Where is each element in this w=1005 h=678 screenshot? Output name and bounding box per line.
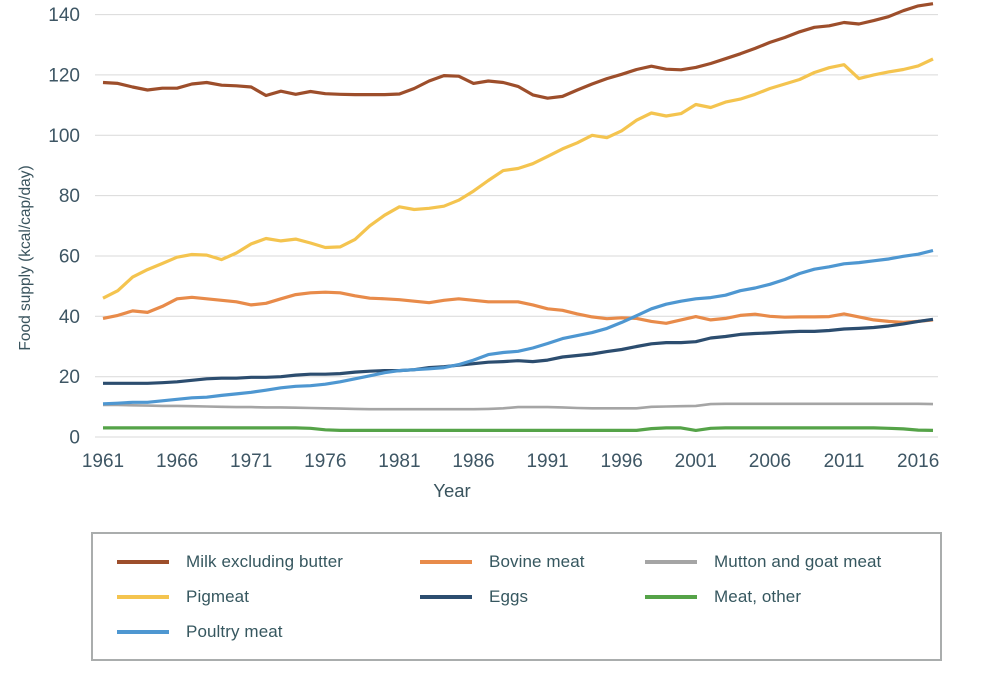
legend-label: Eggs — [489, 586, 529, 606]
y-tick-label: 60 — [59, 247, 80, 268]
y-tick-label: 80 — [59, 186, 80, 207]
series-line-poultry-meat — [102, 248, 934, 406]
x-tick-label: 1996 — [601, 451, 643, 472]
y-tick-label: 40 — [59, 307, 80, 328]
legend-item: Poultry meat — [117, 621, 343, 642]
x-tick-label: 2011 — [824, 451, 865, 472]
line-chart: Food supply (kcal/cap/day) Year 0 20 40 60 8… — [17, 2, 939, 501]
legend-label: Pigmeat — [186, 586, 250, 606]
x-tick-label: 1966 — [156, 451, 198, 472]
x-tick-label: 2016 — [897, 451, 939, 472]
legend-item: Mutton and goat meat — [645, 551, 881, 572]
legend-column: Bovine meat Eggs — [420, 551, 585, 621]
series-line-bovine-meat — [102, 290, 934, 325]
legend-label: Meat, other — [714, 586, 802, 606]
legend-item: Meat, other — [645, 586, 881, 607]
y-tick-label: 20 — [59, 367, 80, 388]
x-tick-label: 1991 — [526, 451, 568, 472]
legend-item: Eggs — [420, 586, 585, 607]
legend-label: Poultry meat — [186, 621, 283, 641]
x-tick-label: 1986 — [452, 451, 494, 472]
x-tick-label: 1961 — [82, 451, 124, 472]
series-line-pigmeat — [102, 57, 934, 300]
x-tick-label: 2006 — [749, 451, 791, 472]
x-tick-label: 1981 — [378, 451, 420, 472]
x-tick-label: 2001 — [675, 451, 717, 472]
legend-swatch-icon — [117, 629, 169, 634]
y-axis-title: Food supply (kcal/cap/day) — [17, 165, 34, 350]
x-tick-label: 1971 — [230, 451, 272, 472]
legend-label: Milk excluding butter — [186, 551, 344, 571]
legend-item: Bovine meat — [420, 551, 585, 572]
y-tick-label: 100 — [48, 126, 80, 147]
series-line-eggs — [103, 317, 934, 385]
legend-swatch-icon — [420, 594, 472, 599]
legend-swatch-icon — [117, 559, 169, 564]
x-tick-label: 1976 — [304, 451, 346, 472]
y-tick-label: 140 — [48, 5, 80, 26]
legend-swatch-icon — [420, 559, 472, 564]
series-line-meat-other — [103, 426, 934, 432]
y-tick-label: 0 — [69, 428, 80, 449]
series-line-milk-excluding-butter — [102, 2, 934, 100]
y-tick-label: 120 — [48, 65, 80, 86]
legend: Milk excluding butter Pigmeat Poultry meat… — [91, 532, 942, 661]
legend-column: Mutton and goat meat Meat, other — [645, 551, 881, 621]
legend-swatch-icon — [645, 594, 697, 599]
legend-label: Bovine meat — [489, 551, 585, 571]
legend-swatch-icon — [645, 559, 697, 564]
legend-column: Milk excluding butter Pigmeat Poultry meat — [117, 551, 343, 656]
x-axis-title: Year — [433, 480, 470, 501]
legend-label: Mutton and goat meat — [714, 551, 882, 571]
legend-item: Pigmeat — [117, 586, 343, 607]
legend-item: Milk excluding butter — [117, 551, 343, 572]
legend-swatch-icon — [117, 594, 169, 599]
series-line-mutton-and-goat-meat — [103, 402, 934, 411]
